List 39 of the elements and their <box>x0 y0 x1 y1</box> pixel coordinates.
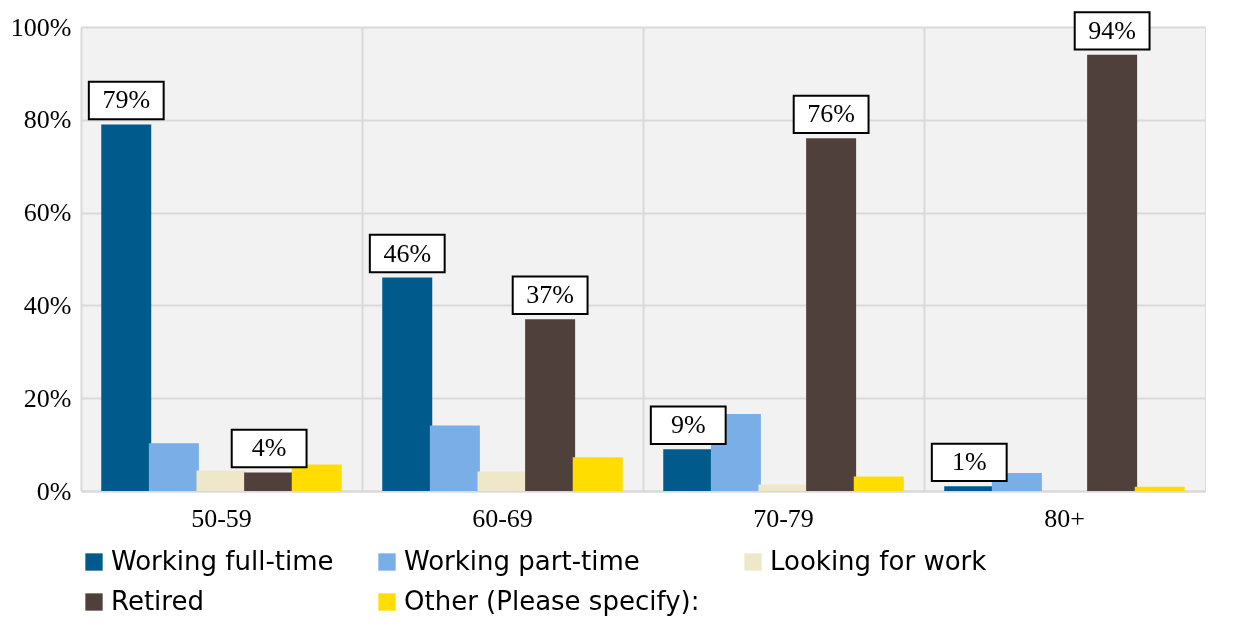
bar <box>663 449 714 491</box>
data-label: 76% <box>807 99 855 129</box>
bar <box>382 277 433 491</box>
bar <box>291 464 342 491</box>
data-label: 1% <box>951 447 987 477</box>
y-tick-label: 60% <box>23 198 72 228</box>
data-label: 4% <box>251 433 287 463</box>
bar <box>477 471 528 491</box>
data-label: 37% <box>526 280 574 310</box>
legend-label: Looking for work <box>770 546 987 576</box>
y-tick-label: 40% <box>23 290 72 320</box>
y-tick-label: 20% <box>23 383 72 413</box>
legend-label: Working full-time <box>111 546 334 576</box>
bar <box>1087 54 1138 491</box>
data-label: 79% <box>102 85 151 115</box>
data-label: 9% <box>670 410 706 440</box>
legend-label: Other (Please specify): <box>404 586 700 616</box>
bar <box>196 470 247 491</box>
bar <box>1134 486 1185 491</box>
data-label: 46% <box>383 238 432 268</box>
y-tick-label: 80% <box>23 105 72 135</box>
bar <box>429 425 480 491</box>
bar <box>944 486 995 491</box>
y-tick-label: 100% <box>10 12 72 42</box>
bar <box>101 124 152 491</box>
bar <box>244 472 295 491</box>
bar <box>525 319 576 491</box>
data-label: 94% <box>1088 15 1136 45</box>
legend-label: Working part-time <box>404 546 640 576</box>
bar <box>806 138 857 491</box>
x-tick-label: 80+ <box>1044 503 1085 533</box>
y-tick-label: 0% <box>36 476 72 506</box>
legend-label: Retired <box>111 586 204 616</box>
bar <box>148 443 199 491</box>
x-tick-label: 70-79 <box>753 503 814 533</box>
x-tick-label: 50-59 <box>191 503 252 533</box>
bar <box>853 476 904 491</box>
bar <box>572 457 623 491</box>
x-tick-label: 60-69 <box>472 503 533 533</box>
